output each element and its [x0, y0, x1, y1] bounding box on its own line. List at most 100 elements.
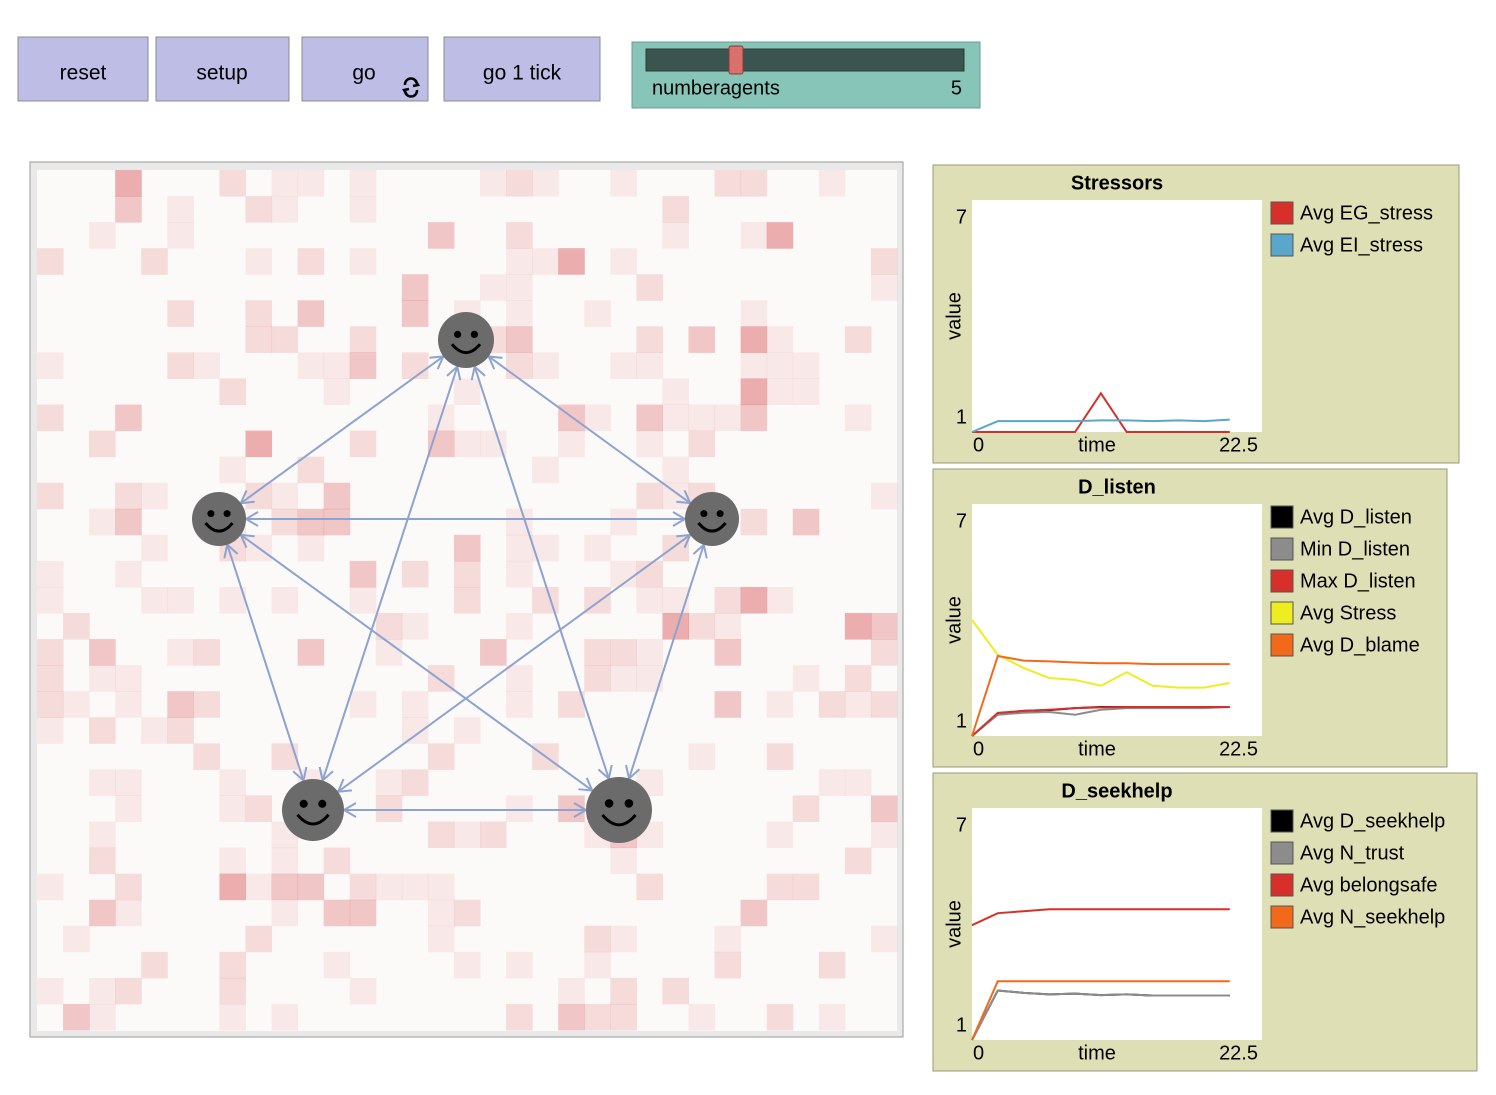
agent-eye [453, 330, 462, 339]
patch [63, 691, 90, 718]
agent-eye [624, 799, 634, 808]
button-face[interactable] [17, 36, 149, 102]
link-arrowhead [239, 533, 255, 549]
patch [271, 847, 299, 875]
patch [427, 222, 455, 249]
patch [584, 300, 611, 327]
patch [349, 873, 377, 901]
patch [245, 430, 273, 458]
patch [115, 977, 142, 1005]
patch [584, 639, 611, 666]
patch [636, 326, 663, 353]
agent-smile [697, 522, 727, 533]
patch [297, 352, 325, 379]
button-face[interactable] [443, 36, 601, 102]
patch [584, 404, 611, 432]
button-label[interactable]: setup [196, 62, 247, 85]
patch [193, 743, 220, 770]
patch [271, 482, 299, 510]
forever-icon [402, 77, 420, 98]
legend-label: Avg EI_stress [1300, 234, 1423, 256]
patch [89, 639, 116, 666]
plot-area [972, 808, 1262, 1040]
patch [584, 925, 611, 953]
patch [349, 560, 377, 588]
patch [662, 378, 690, 406]
legend-label: Avg D_seekhelp [1300, 810, 1445, 832]
patch [271, 899, 299, 927]
button-face[interactable] [155, 36, 290, 102]
legend-swatch [1270, 809, 1294, 833]
setup-button[interactable]: setup [155, 36, 290, 102]
plot-title: D_seekhelp [1061, 780, 1172, 802]
patch [115, 560, 142, 588]
patch [115, 482, 142, 510]
patch [766, 586, 794, 614]
patch [89, 508, 116, 536]
link [473, 366, 610, 779]
patch [792, 378, 820, 406]
patch [740, 586, 768, 614]
patch [558, 977, 585, 1005]
x-tick-label: 0 [973, 1042, 984, 1064]
patch [89, 977, 116, 1005]
patch [89, 430, 116, 458]
patch [297, 639, 325, 666]
patch [219, 170, 246, 197]
patch [115, 508, 142, 536]
legend-label: Avg D_listen [1300, 506, 1412, 528]
patch [245, 196, 273, 223]
x-tick-label: 22.5 [1219, 738, 1258, 760]
slider[interactable]: numberagents 5 [631, 41, 981, 109]
patch [167, 586, 194, 614]
button-label[interactable]: reset [60, 62, 107, 85]
reset-button[interactable]: reset [17, 36, 149, 102]
series-line [971, 706, 1230, 737]
patch [349, 170, 377, 197]
link [226, 544, 305, 781]
patch [636, 639, 663, 666]
agent-eye [318, 799, 327, 808]
go-button[interactable]: go [301, 36, 429, 102]
slider-value: 5 [951, 77, 962, 99]
patch [844, 691, 872, 718]
patch [167, 352, 194, 379]
legend-swatch [1270, 601, 1294, 625]
agent [438, 312, 494, 368]
series-line [971, 989, 1230, 1041]
patch [63, 613, 90, 640]
patch [297, 170, 325, 197]
plot-title: Stressors [1071, 172, 1163, 194]
patch [714, 404, 742, 432]
slider-knob[interactable] [728, 45, 744, 75]
patch [271, 326, 299, 353]
patch [37, 691, 64, 718]
button-label[interactable]: go 1 tick [483, 62, 562, 85]
patch [662, 977, 690, 1005]
patch [219, 847, 246, 875]
button-label[interactable]: go [352, 62, 375, 85]
patch [37, 482, 64, 510]
patch [792, 665, 820, 692]
legend-label: Max D_listen [1300, 570, 1416, 592]
patch [219, 873, 246, 901]
patch [766, 691, 794, 718]
go-1-tick-button[interactable]: go 1 tick [443, 36, 601, 102]
patch [740, 508, 768, 536]
agent-eye [716, 510, 724, 518]
patch [167, 717, 194, 744]
legend-swatch [1270, 905, 1294, 929]
series-line [971, 619, 1230, 689]
agent-eye [299, 799, 308, 808]
agent-eye [604, 799, 614, 808]
patch [506, 795, 533, 823]
patch [427, 821, 455, 849]
patch [688, 430, 716, 458]
patch [167, 196, 194, 223]
patch [349, 691, 377, 718]
legend-swatch [1270, 841, 1294, 865]
patch [141, 586, 168, 614]
patch [37, 639, 64, 666]
patch [766, 222, 794, 249]
patch [271, 170, 299, 197]
